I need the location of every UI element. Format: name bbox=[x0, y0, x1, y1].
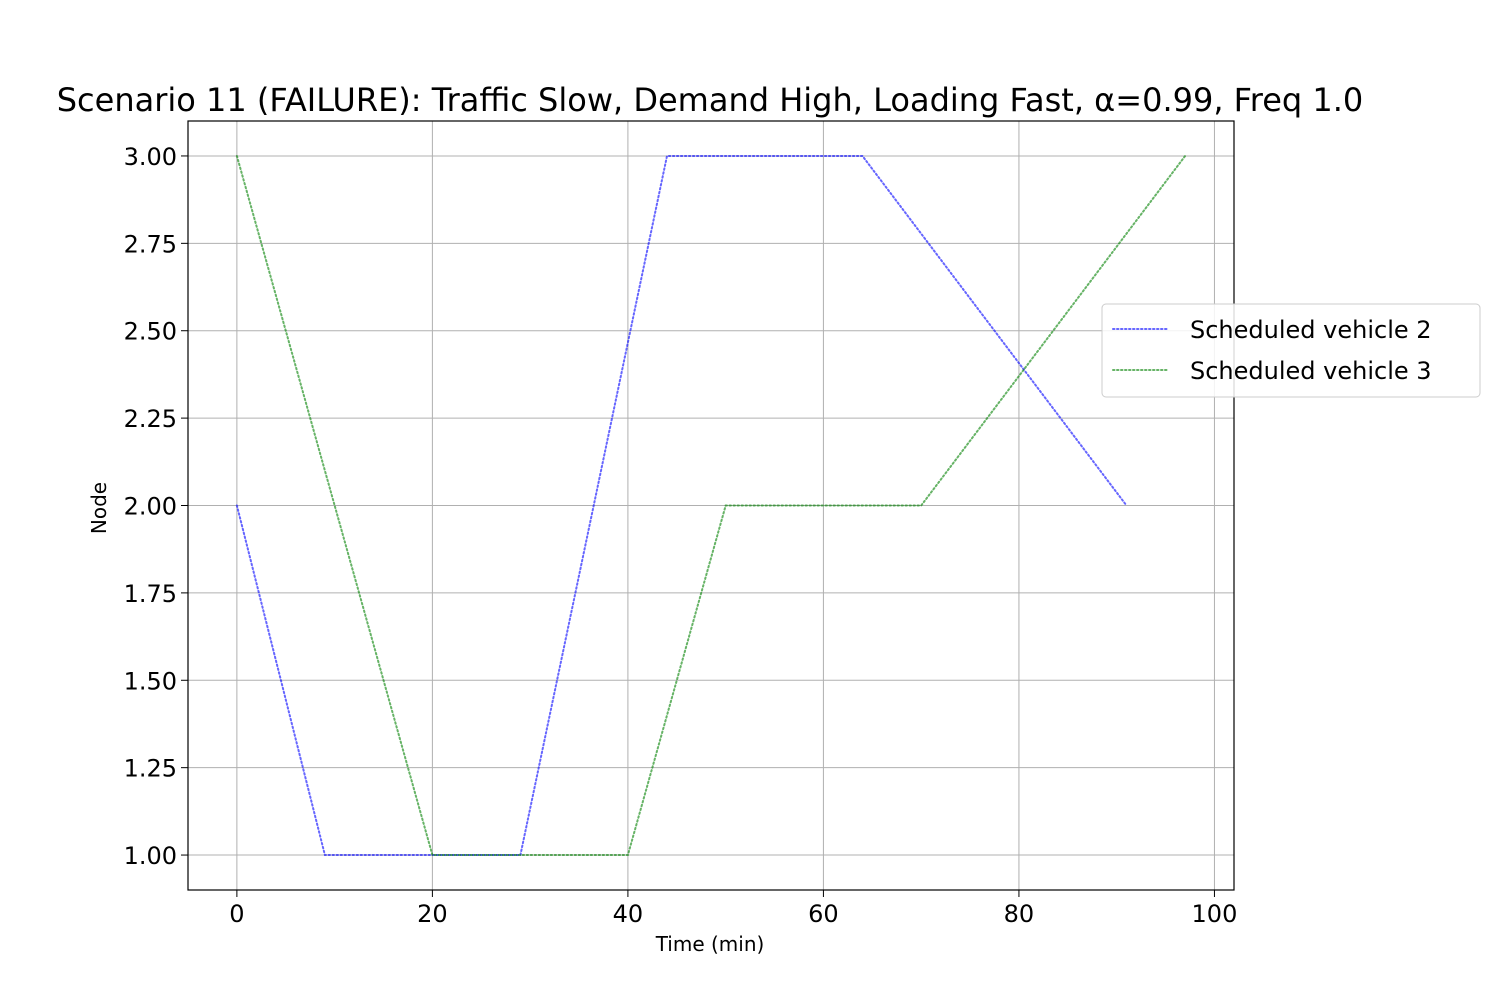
y-axis-label: Node bbox=[87, 482, 111, 534]
y-tick-label: 1.50 bbox=[124, 667, 177, 695]
legend-box bbox=[1101, 303, 1481, 398]
x-axis-label: Time (min) bbox=[655, 932, 765, 956]
legend-entry: Scheduled vehicle 3 bbox=[1190, 357, 1432, 385]
y-tick-label: 2.25 bbox=[124, 405, 177, 433]
y-tick-label: 2.75 bbox=[124, 230, 177, 258]
x-tick-label: 60 bbox=[808, 900, 839, 928]
y-axis: 1.00 1.25 1.50 1.75 2.00 2.25 2.50 2.75 3.00 bbox=[124, 143, 188, 870]
series-layer bbox=[235, 155, 1187, 856]
series-line-vehicle-2 bbox=[235, 155, 1128, 856]
y-tick-label: 2.50 bbox=[124, 318, 177, 346]
y-tick-label: 3.00 bbox=[124, 143, 177, 171]
legend-entry: Scheduled vehicle 2 bbox=[1190, 316, 1432, 344]
series-line-vehicle-3 bbox=[235, 155, 1187, 856]
x-tick-label: 80 bbox=[1004, 900, 1035, 928]
y-tick-label: 1.75 bbox=[124, 580, 177, 608]
y-tick-label: 1.00 bbox=[124, 842, 177, 870]
x-tick-label: 20 bbox=[417, 900, 448, 928]
legend: Scheduled vehicle 2 Scheduled vehicle 3 bbox=[1101, 303, 1481, 398]
x-tick-label: 0 bbox=[229, 900, 244, 928]
y-tick-label: 1.25 bbox=[124, 755, 177, 783]
x-axis: 0 20 40 60 80 100 bbox=[229, 890, 1237, 928]
y-tick-label: 2.00 bbox=[124, 493, 177, 521]
x-tick-label: 100 bbox=[1192, 900, 1238, 928]
grid bbox=[188, 121, 1234, 890]
x-tick-label: 40 bbox=[613, 900, 644, 928]
chart-title: Scenario 11 (FAILURE): Traffic Slow, Dem… bbox=[57, 81, 1364, 119]
